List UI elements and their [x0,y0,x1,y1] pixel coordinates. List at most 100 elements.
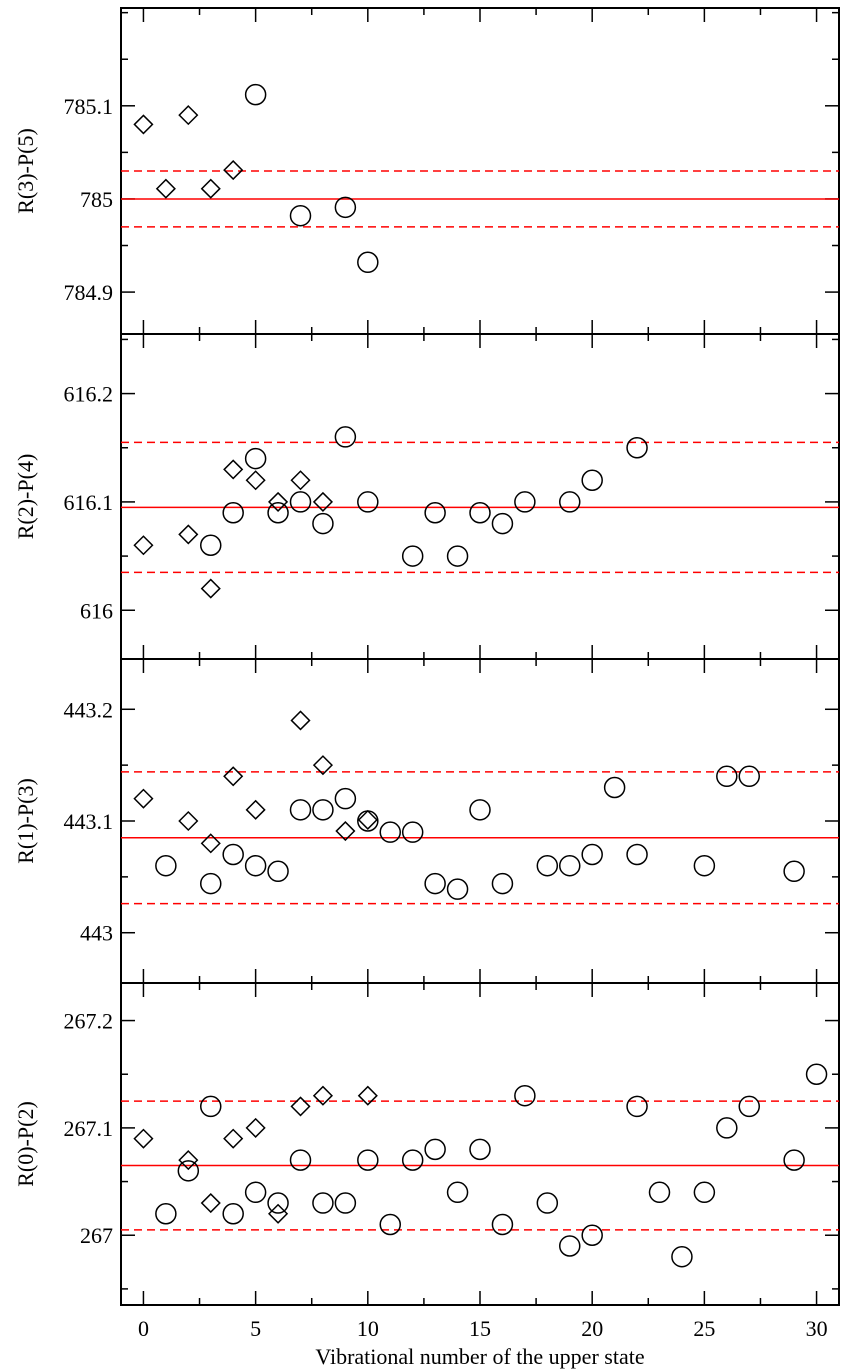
diamond-marker [133,535,154,556]
circle-marker [738,765,760,788]
circle-marker [200,1095,222,1118]
circle-marker [559,854,581,877]
circle-marker [401,545,424,567]
circle-marker [581,843,603,866]
circle-marker [267,502,289,524]
diamond-marker [290,710,311,731]
circle-marker [244,854,267,877]
circle-marker [648,1181,671,1204]
diamond-marker [223,160,244,181]
circle-marker [334,1192,357,1214]
circle-marker [783,1149,805,1171]
circle-marker [357,251,379,274]
x-tick-label: 25 [693,1316,715,1341]
circle-marker [200,872,222,895]
y-axis-label: R(1)-P(3) [13,778,38,864]
circle-marker [626,843,648,866]
circle-marker [289,491,312,513]
panel-frame [120,658,840,984]
diamond-marker [133,114,154,135]
circle-marker [334,196,357,219]
circle-marker [289,204,312,227]
circle-marker [334,787,357,810]
y-tick-label: 616.2 [64,382,114,407]
circle-marker [446,1181,469,1204]
circle-marker [267,860,289,883]
circle-marker [559,1235,581,1257]
circle-marker [514,491,536,513]
diamond-marker [200,578,221,599]
diamond-marker [178,105,199,126]
circle-marker [693,854,716,877]
y-tick-label: 267 [80,1223,113,1248]
circle-marker [491,1213,514,1236]
circle-marker [716,765,738,788]
circle-marker [155,1203,177,1225]
circle-marker [469,799,491,821]
panel-3: 443 443.1 443.2 R(1)-P(3) [13,658,840,984]
circle-marker [155,854,177,877]
circle-marker [379,1213,401,1236]
circle-marker [357,491,379,513]
circle-marker [581,469,603,491]
chart-panels: 784.9 785 785.1 R(3)-P(5) 616 616.1 616.2 R(2)-… [13,7,840,1306]
diamond-marker [357,809,378,830]
diamond-marker [133,788,154,809]
circle-marker [244,83,267,106]
panel-1: 784.9 785 785.1 R(3)-P(5) [13,7,840,335]
diamond-marker [245,470,266,491]
y-tick-label: 443 [80,921,113,946]
y-axis-label: R(3)-P(5) [13,128,38,214]
circle-marker [401,821,424,843]
diamond-marker [200,178,221,199]
y-tick-label: 267.2 [64,1009,114,1034]
diamond-marker [133,1128,154,1149]
y-axis-label: R(0)-P(2) [13,1101,38,1187]
circle-marker [357,1149,379,1171]
x-tick-label: 15 [469,1316,491,1341]
diamond-marker [290,1096,311,1117]
x-tick-label: 30 [806,1316,828,1341]
diamond-marker [178,810,199,832]
circle-marker [200,534,222,556]
circle-marker [289,799,312,821]
y-tick-label: 443.1 [64,809,114,834]
circle-marker [626,437,648,459]
panel-frame [120,333,840,660]
x-tick-label: 20 [581,1316,603,1341]
diamond-marker [200,1192,221,1214]
circle-marker [626,1095,648,1118]
circle-marker [424,502,446,524]
diamond-marker [223,459,244,480]
y-tick-label: 267.1 [64,1116,114,1141]
x-tick-label: 0 [138,1316,149,1341]
circle-marker [671,1245,693,1268]
circle-marker [581,1224,603,1246]
diamond-marker [223,1128,244,1149]
x-tick-labels: 0 5 10 15 20 25 30 [138,1316,828,1341]
diamond-marker [335,820,356,842]
circle-marker [446,545,469,567]
circle-marker [222,502,244,524]
diamond-marker [200,833,221,854]
circle-marker [536,854,559,877]
y-axis-label: R(2)-P(4) [13,454,38,540]
diamond-marker [357,1085,378,1106]
circle-marker [312,1192,334,1214]
circle-marker [424,872,446,895]
diamond-marker [178,524,199,545]
circle-marker [536,1192,559,1214]
circle-marker [738,1095,760,1118]
y-tick-label: 616 [80,598,113,623]
circle-marker [424,1138,446,1161]
diamond-marker [312,755,333,776]
circle-marker [783,860,805,883]
circle-marker [177,1160,200,1182]
circle-marker [222,843,244,866]
diamond-marker [245,799,266,820]
diamond-marker [312,1085,333,1106]
circle-marker [289,1149,312,1171]
panel-4: 267 267.1 267.2 R(0)-P(2) [13,982,840,1306]
x-axis-label: Vibrational number of the upper state [315,1344,644,1369]
